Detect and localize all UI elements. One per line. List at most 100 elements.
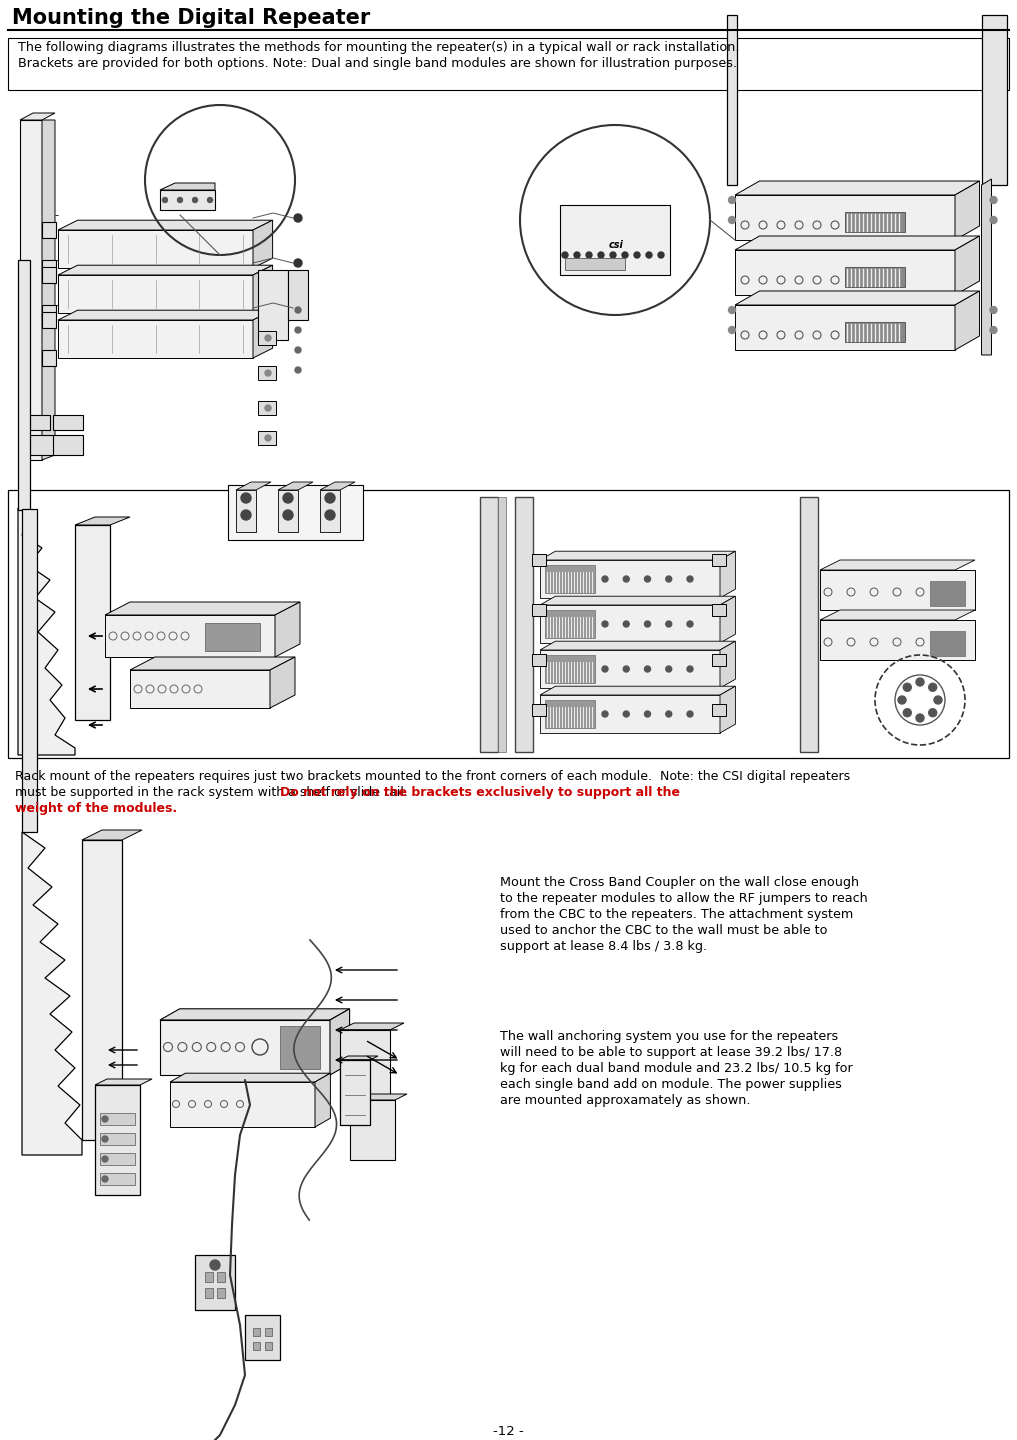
Circle shape: [990, 307, 997, 314]
Circle shape: [574, 252, 580, 258]
Circle shape: [294, 259, 302, 266]
Bar: [42, 266, 56, 284]
Circle shape: [666, 576, 672, 582]
Bar: [18, 261, 29, 510]
Bar: [258, 366, 276, 380]
Polygon shape: [320, 482, 355, 490]
Circle shape: [645, 711, 651, 717]
Bar: [350, 1100, 395, 1161]
Bar: [265, 1328, 272, 1336]
Circle shape: [265, 336, 271, 341]
Bar: [228, 485, 363, 540]
Circle shape: [295, 347, 301, 353]
Circle shape: [990, 216, 997, 223]
Bar: [540, 560, 720, 598]
Circle shape: [916, 714, 924, 721]
Bar: [820, 621, 975, 660]
Polygon shape: [270, 657, 295, 708]
Polygon shape: [58, 220, 273, 230]
Circle shape: [610, 252, 616, 258]
Bar: [58, 275, 253, 312]
Bar: [565, 258, 625, 271]
Polygon shape: [340, 1056, 378, 1060]
Polygon shape: [340, 1022, 404, 1030]
Bar: [712, 704, 726, 716]
Circle shape: [192, 197, 197, 203]
Polygon shape: [20, 112, 55, 120]
Bar: [100, 1133, 135, 1145]
Bar: [735, 305, 955, 350]
Circle shape: [602, 621, 608, 626]
Polygon shape: [18, 508, 75, 755]
Circle shape: [903, 683, 911, 691]
Bar: [258, 431, 276, 445]
Bar: [8, 490, 1009, 757]
Text: Do not rely on the brackets exclusively to support all the: Do not rely on the brackets exclusively …: [280, 786, 680, 799]
Bar: [532, 554, 546, 566]
Circle shape: [687, 665, 693, 672]
Polygon shape: [75, 517, 130, 526]
Bar: [42, 312, 56, 328]
Text: Brackets are provided for both options. Note: Dual and single band modules are s: Brackets are provided for both options. …: [18, 58, 737, 71]
Polygon shape: [540, 552, 735, 560]
Polygon shape: [735, 291, 979, 305]
Circle shape: [934, 696, 942, 704]
Circle shape: [728, 216, 735, 223]
Bar: [981, 14, 1007, 184]
Bar: [498, 497, 506, 752]
Bar: [217, 1272, 225, 1282]
Circle shape: [916, 678, 924, 685]
Bar: [340, 1030, 390, 1110]
Polygon shape: [981, 179, 992, 356]
Circle shape: [645, 665, 651, 672]
Circle shape: [265, 435, 271, 441]
Polygon shape: [253, 220, 273, 268]
Circle shape: [623, 711, 630, 717]
Bar: [800, 497, 818, 752]
Circle shape: [728, 196, 735, 203]
Circle shape: [929, 708, 937, 717]
Circle shape: [102, 1176, 108, 1182]
Circle shape: [645, 576, 651, 582]
Polygon shape: [82, 829, 142, 840]
Bar: [20, 120, 42, 459]
Bar: [820, 570, 975, 611]
Circle shape: [666, 665, 672, 672]
Bar: [735, 251, 955, 295]
Bar: [253, 1328, 260, 1336]
Bar: [560, 204, 670, 275]
Polygon shape: [170, 1073, 331, 1081]
Circle shape: [634, 252, 640, 258]
Bar: [532, 603, 546, 616]
Circle shape: [623, 621, 630, 626]
Bar: [712, 554, 726, 566]
Circle shape: [687, 576, 693, 582]
Circle shape: [295, 327, 301, 333]
Bar: [735, 194, 955, 240]
Circle shape: [265, 405, 271, 410]
Polygon shape: [955, 236, 979, 295]
Polygon shape: [540, 687, 735, 696]
Circle shape: [602, 576, 608, 582]
Circle shape: [602, 665, 608, 672]
Polygon shape: [236, 482, 271, 490]
Bar: [130, 670, 270, 708]
Polygon shape: [95, 1079, 152, 1084]
Polygon shape: [253, 310, 273, 359]
Bar: [265, 1342, 272, 1351]
Text: Rack mount of the repeaters requires just two brackets mounted to the front corn: Rack mount of the repeaters requires jus…: [15, 770, 850, 783]
Circle shape: [210, 1260, 220, 1270]
Polygon shape: [720, 687, 735, 733]
Bar: [258, 271, 288, 340]
Circle shape: [283, 492, 293, 503]
Bar: [540, 696, 720, 733]
Circle shape: [728, 327, 735, 334]
Circle shape: [929, 683, 937, 691]
Circle shape: [687, 621, 693, 626]
Text: The following diagrams illustrates the methods for mounting the repeater(s) in a: The following diagrams illustrates the m…: [18, 40, 739, 53]
Bar: [82, 840, 122, 1140]
Bar: [58, 320, 253, 359]
Bar: [205, 1287, 213, 1297]
Bar: [170, 1081, 315, 1128]
Bar: [53, 415, 83, 431]
